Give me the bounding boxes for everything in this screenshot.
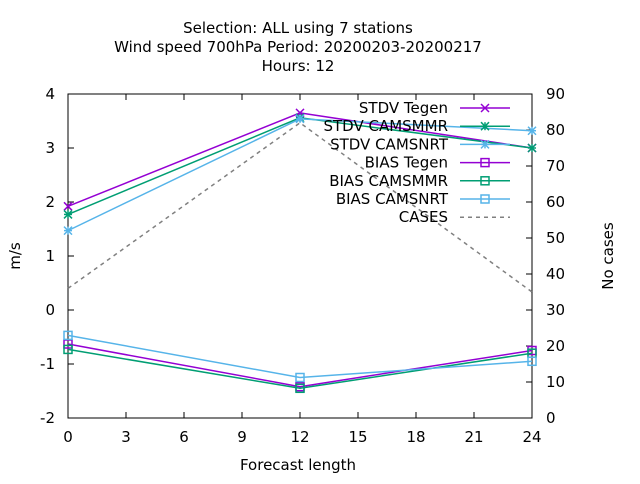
y-tick-label: -1 — [40, 355, 55, 373]
legend-label: STDV CAMSMMR — [323, 117, 448, 135]
series-line — [67, 118, 533, 232]
x-tick-label: 15 — [348, 428, 367, 446]
y-tick-label: 1 — [45, 247, 55, 265]
legend-label: CASES — [399, 208, 448, 226]
data-point — [295, 383, 305, 394]
x-tick-label: 6 — [179, 428, 189, 446]
data-point — [480, 194, 490, 204]
chart-title-line: Hours: 12 — [262, 57, 335, 75]
data-point — [480, 121, 490, 131]
data-point — [63, 209, 73, 219]
y-tick-label: 3 — [45, 139, 55, 157]
series-line — [67, 116, 533, 216]
x-tick-label: 3 — [121, 428, 131, 446]
series-line — [67, 334, 533, 379]
series-line — [67, 121, 533, 293]
y2-tick-label: 10 — [546, 373, 565, 391]
x-axis-label: Forecast length — [240, 456, 356, 474]
y-tick-label: -2 — [40, 409, 55, 427]
y2-tick-label: 20 — [546, 337, 565, 355]
y-tick-label: 4 — [45, 85, 55, 103]
x-tick-label: 12 — [290, 428, 309, 446]
x-tick-label: 18 — [406, 428, 425, 446]
data-point — [63, 330, 73, 341]
chart-title-line: Selection: ALL using 7 stations — [183, 19, 413, 37]
legend-label: BIAS Tegen — [365, 154, 448, 172]
data-point — [527, 126, 537, 136]
data-point — [295, 114, 305, 124]
data-point — [527, 356, 537, 367]
legend-label: BIAS CAMSMMR — [329, 172, 448, 190]
y2-tick-label: 90 — [546, 85, 565, 103]
y2-tick-label: 80 — [546, 121, 565, 139]
legend-label: STDV Tegen — [359, 99, 448, 117]
plot-frame — [67, 93, 533, 419]
y-tick-label: 2 — [45, 193, 55, 211]
data-point — [63, 344, 73, 355]
y2-tick-label: 70 — [546, 157, 565, 175]
data-point — [480, 103, 490, 113]
y2-tick-label: 40 — [546, 265, 565, 283]
x-tick-label: 0 — [63, 428, 73, 446]
data-point — [480, 139, 490, 149]
y2-tick-label: 60 — [546, 193, 565, 211]
y2-tick-label: 0 — [546, 409, 556, 427]
y2-tick-label: 30 — [546, 301, 565, 319]
y-axis-label: m/s — [6, 242, 24, 270]
data-point — [63, 201, 73, 211]
data-point — [480, 176, 490, 186]
chart-title-line: Wind speed 700hPa Period: 20200203-20200… — [114, 38, 482, 56]
data-point — [480, 157, 490, 168]
data-point — [527, 143, 537, 153]
y2-tick-label: 50 — [546, 229, 565, 247]
data-point — [295, 372, 305, 383]
x-tick-label: 21 — [464, 428, 483, 446]
y2-axis-label: No cases — [599, 222, 617, 290]
x-tick-label: 9 — [237, 428, 247, 446]
legend-label: BIAS CAMSNRT — [336, 190, 449, 208]
series-line — [67, 348, 533, 390]
y-tick-label: 0 — [45, 301, 55, 319]
x-tick-label: 24 — [522, 428, 541, 446]
data-point — [63, 226, 73, 236]
legend-label: STDV CAMSNRT — [330, 135, 449, 153]
series-line — [67, 343, 533, 388]
